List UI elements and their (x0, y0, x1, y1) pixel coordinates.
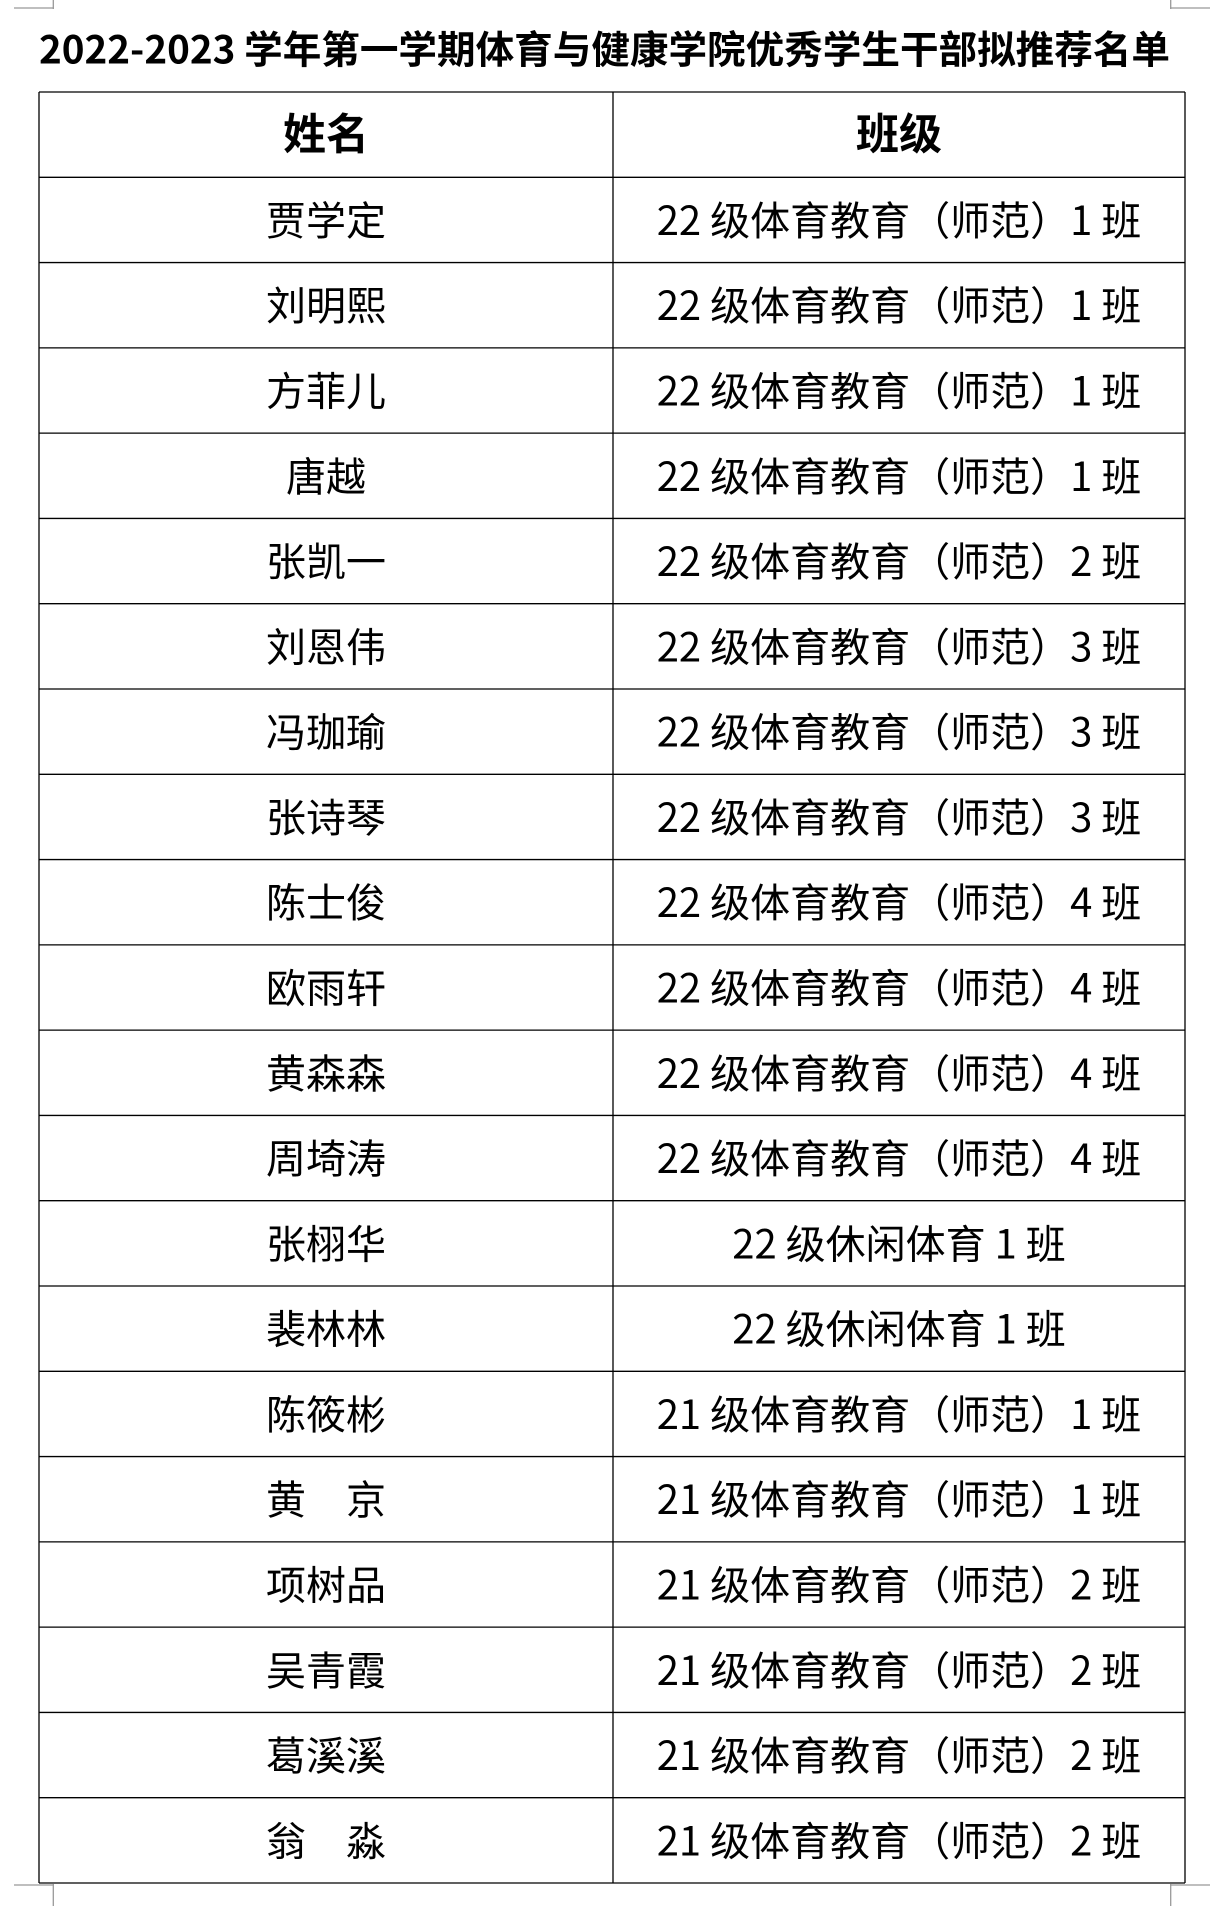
svg-text:21 级体育教育（师范）2 班: 21 级体育教育（师范）2 班 (657, 1809, 1142, 1867)
svg-text:黄 京: 黄 京 (266, 1468, 386, 1526)
svg-text:唐越: 唐越 (286, 445, 366, 503)
svg-text:22 级体育教育（师范）3 班: 22 级体育教育（师范）3 班 (657, 786, 1142, 844)
svg-text:22 级体育教育（师范）1 班: 22 级体育教育（师范）1 班 (657, 274, 1142, 332)
svg-text:陈士俊: 陈士俊 (266, 871, 386, 929)
svg-text:翁 淼: 翁 淼 (266, 1809, 386, 1867)
svg-text:2022-2023 学年第一学期体育与健康学院优秀学生干部拟: 2022-2023 学年第一学期体育与健康学院优秀学生干部拟推荐名单 (39, 20, 1170, 76)
svg-text:21 级体育教育（师范）1 班: 21 级体育教育（师范）1 班 (657, 1468, 1142, 1526)
svg-text:姓名: 姓名 (283, 101, 369, 163)
svg-text:方菲儿: 方菲儿 (266, 360, 386, 418)
svg-text:班级: 班级 (856, 101, 942, 163)
svg-text:刘恩伟: 刘恩伟 (266, 615, 386, 673)
svg-text:22 级体育教育（师范）1 班: 22 级体育教育（师范）1 班 (657, 445, 1142, 503)
svg-text:22 级体育教育（师范）3 班: 22 级体育教育（师范）3 班 (657, 615, 1142, 673)
svg-text:22 级休闲体育 1 班: 22 级休闲体育 1 班 (732, 1212, 1065, 1270)
svg-text:22 级休闲体育 1 班: 22 级休闲体育 1 班 (732, 1298, 1065, 1356)
svg-text:21 级体育教育（师范）1 班: 21 级体育教育（师范）1 班 (657, 1383, 1142, 1441)
svg-text:21 级体育教育（师范）2 班: 21 级体育教育（师范）2 班 (657, 1554, 1142, 1612)
svg-text:冯珈瑜: 冯珈瑜 (266, 701, 386, 759)
svg-text:欧雨轩: 欧雨轩 (266, 957, 386, 1015)
svg-text:22 级体育教育（师范）4 班: 22 级体育教育（师范）4 班 (657, 957, 1142, 1015)
svg-text:刘明熙: 刘明熙 (266, 274, 386, 332)
svg-text:22 级体育教育（师范）4 班: 22 级体育教育（师范）4 班 (657, 1042, 1142, 1100)
svg-text:21 级体育教育（师范）2 班: 21 级体育教育（师范）2 班 (657, 1724, 1142, 1782)
svg-text:21 级体育教育（师范）2 班: 21 级体育教育（师范）2 班 (657, 1639, 1142, 1697)
svg-text:22 级体育教育（师范）1 班: 22 级体育教育（师范）1 班 (657, 360, 1142, 418)
svg-text:22 级体育教育（师范）3 班: 22 级体育教育（师范）3 班 (657, 701, 1142, 759)
svg-text:陈筱彬: 陈筱彬 (266, 1383, 386, 1441)
svg-text:22 级体育教育（师范）4 班: 22 级体育教育（师范）4 班 (657, 871, 1142, 929)
svg-text:22 级体育教育（师范）2 班: 22 级体育教育（师范）2 班 (657, 530, 1142, 588)
svg-text:张栩华: 张栩华 (266, 1212, 386, 1270)
svg-text:黄森森: 黄森森 (266, 1042, 386, 1100)
svg-text:吴青霞: 吴青霞 (266, 1639, 386, 1697)
svg-text:张诗琴: 张诗琴 (266, 786, 386, 844)
svg-text:22 级体育教育（师范）4 班: 22 级体育教育（师范）4 班 (657, 1127, 1142, 1185)
svg-text:葛溪溪: 葛溪溪 (266, 1724, 386, 1782)
svg-text:项树品: 项树品 (266, 1554, 386, 1612)
svg-text:张凯一: 张凯一 (266, 530, 386, 588)
svg-text:周埼涛: 周埼涛 (266, 1127, 386, 1185)
svg-text:裴林林: 裴林林 (266, 1298, 386, 1356)
svg-text:贾学定: 贾学定 (266, 189, 386, 247)
svg-text:22 级体育教育（师范）1 班: 22 级体育教育（师范）1 班 (657, 189, 1142, 247)
